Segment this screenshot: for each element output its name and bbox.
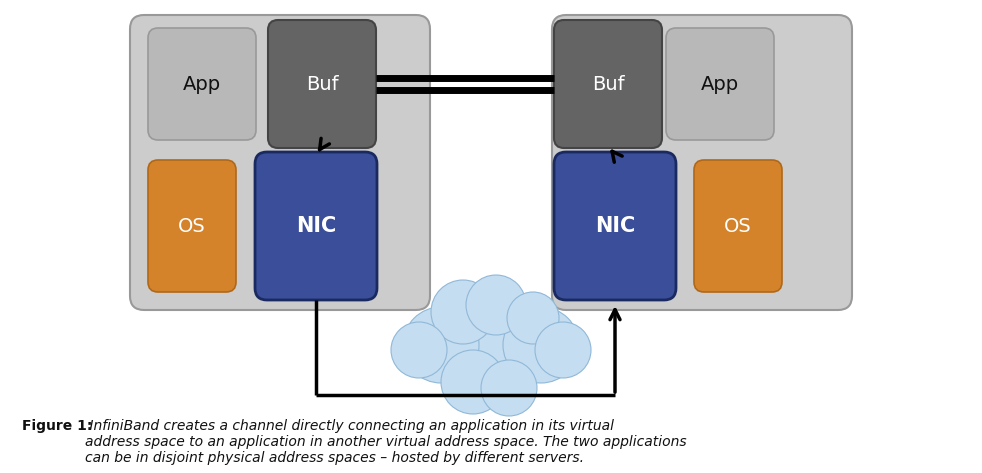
Circle shape <box>535 322 591 378</box>
Text: App: App <box>183 75 221 94</box>
Circle shape <box>441 350 505 414</box>
FancyBboxPatch shape <box>554 20 662 148</box>
FancyBboxPatch shape <box>268 20 376 148</box>
Text: OS: OS <box>178 217 206 236</box>
Text: Buf: Buf <box>592 75 625 94</box>
Text: App: App <box>701 75 739 94</box>
Circle shape <box>439 298 543 402</box>
Circle shape <box>481 360 537 416</box>
FancyBboxPatch shape <box>148 28 256 140</box>
Text: Figure 1:: Figure 1: <box>22 419 92 433</box>
FancyBboxPatch shape <box>694 160 782 292</box>
Text: InfiniBand creates a channel directly connecting an application in its virtual
a: InfiniBand creates a channel directly co… <box>85 419 687 465</box>
Text: NIC: NIC <box>296 216 336 236</box>
FancyBboxPatch shape <box>554 152 676 300</box>
Text: Buf: Buf <box>305 75 339 94</box>
FancyBboxPatch shape <box>552 15 852 310</box>
Circle shape <box>391 322 447 378</box>
FancyBboxPatch shape <box>666 28 774 140</box>
Circle shape <box>403 307 479 383</box>
FancyBboxPatch shape <box>130 15 430 310</box>
Circle shape <box>466 275 526 335</box>
Circle shape <box>507 292 559 344</box>
Circle shape <box>431 280 495 344</box>
Text: NIC: NIC <box>595 216 635 236</box>
Text: OS: OS <box>724 217 752 236</box>
FancyBboxPatch shape <box>255 152 377 300</box>
Circle shape <box>503 307 579 383</box>
FancyBboxPatch shape <box>148 160 236 292</box>
